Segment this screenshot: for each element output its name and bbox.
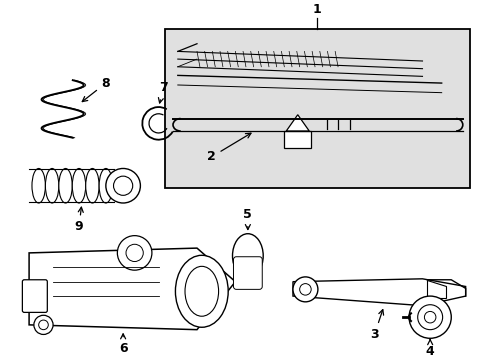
Circle shape <box>113 176 132 195</box>
Polygon shape <box>292 279 465 306</box>
Ellipse shape <box>72 168 85 203</box>
Circle shape <box>292 277 317 302</box>
Ellipse shape <box>232 234 263 278</box>
Polygon shape <box>29 248 235 330</box>
Ellipse shape <box>45 168 59 203</box>
Text: 4: 4 <box>425 339 434 358</box>
Circle shape <box>417 305 442 330</box>
Ellipse shape <box>59 168 72 203</box>
Text: 7: 7 <box>158 81 167 103</box>
Text: 3: 3 <box>369 310 383 341</box>
Text: 6: 6 <box>119 334 127 355</box>
Circle shape <box>408 296 450 338</box>
Circle shape <box>117 236 152 270</box>
Text: 9: 9 <box>75 207 83 234</box>
Text: 2: 2 <box>206 133 250 163</box>
Polygon shape <box>285 115 308 131</box>
Text: 1: 1 <box>312 3 321 16</box>
Polygon shape <box>427 280 446 298</box>
Circle shape <box>34 315 53 334</box>
FancyBboxPatch shape <box>284 131 310 148</box>
FancyBboxPatch shape <box>165 29 469 188</box>
FancyBboxPatch shape <box>22 280 47 312</box>
Ellipse shape <box>85 168 99 203</box>
Text: 5: 5 <box>243 208 252 230</box>
Text: 8: 8 <box>82 77 110 102</box>
Circle shape <box>105 168 140 203</box>
Ellipse shape <box>99 168 112 203</box>
Circle shape <box>39 320 48 330</box>
FancyBboxPatch shape <box>233 257 262 289</box>
Ellipse shape <box>32 168 45 203</box>
Ellipse shape <box>175 255 228 327</box>
Ellipse shape <box>184 266 218 316</box>
Circle shape <box>424 311 435 323</box>
Circle shape <box>299 284 310 295</box>
Circle shape <box>126 244 143 261</box>
